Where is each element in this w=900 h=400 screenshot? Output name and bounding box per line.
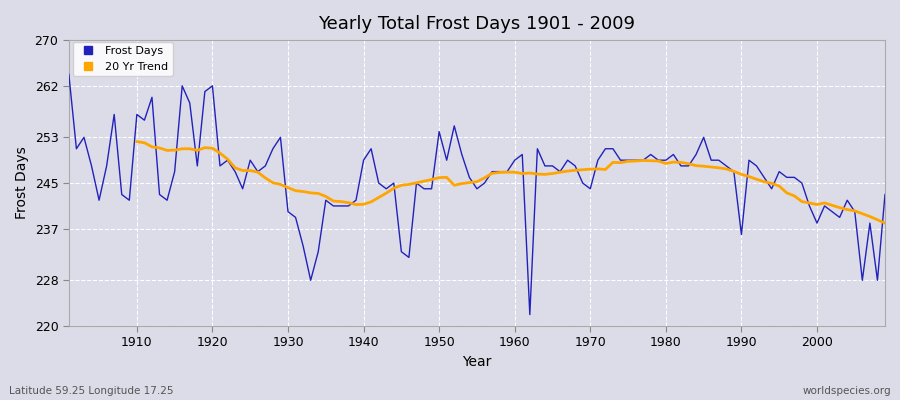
Y-axis label: Frost Days: Frost Days (15, 147, 29, 220)
Text: worldspecies.org: worldspecies.org (803, 386, 891, 396)
X-axis label: Year: Year (463, 355, 491, 369)
Title: Yearly Total Frost Days 1901 - 2009: Yearly Total Frost Days 1901 - 2009 (319, 15, 635, 33)
Legend: Frost Days, 20 Yr Trend: Frost Days, 20 Yr Trend (73, 42, 173, 76)
Text: Latitude 59.25 Longitude 17.25: Latitude 59.25 Longitude 17.25 (9, 386, 174, 396)
